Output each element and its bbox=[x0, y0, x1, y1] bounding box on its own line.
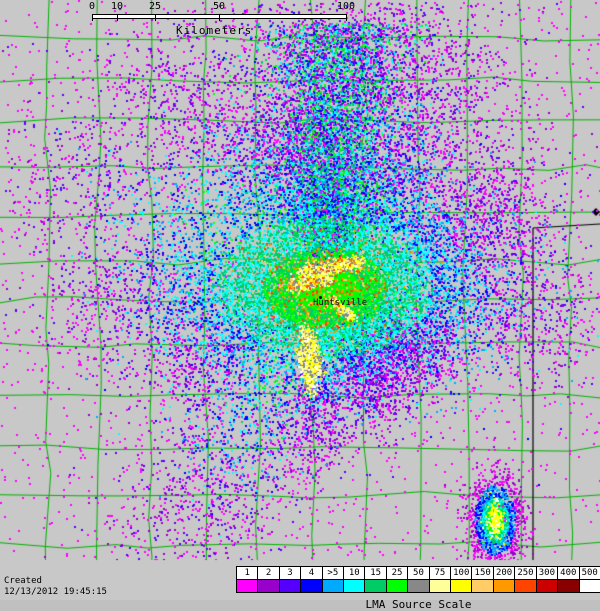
legend-swatch-4 bbox=[322, 580, 345, 592]
legend-swatch-6 bbox=[365, 580, 387, 592]
scale-units-label: Kilometers bbox=[176, 24, 253, 37]
scale-tick-100 bbox=[346, 14, 347, 21]
scale-bar: 0 10 25 50 100 bbox=[89, 1, 356, 28]
city-label-huntsville: Huntsville bbox=[313, 298, 368, 308]
legend-swatch-14 bbox=[536, 580, 559, 592]
legend-label-11: 150 bbox=[472, 567, 494, 579]
legend-swatch-13 bbox=[515, 580, 537, 592]
legend-label-15: 400 bbox=[558, 567, 580, 579]
legend-swatches bbox=[236, 580, 600, 593]
scale-label-50: 50 bbox=[213, 1, 226, 12]
scale-label-10: 10 bbox=[111, 1, 124, 12]
scale-tick-25 bbox=[155, 14, 156, 21]
legend-swatch-2 bbox=[279, 580, 302, 592]
legend-label-0: 1 bbox=[237, 567, 259, 579]
legend-label-16: 500 bbox=[581, 568, 598, 578]
created-timestamp: Created 12/13/2012 19:45:15 bbox=[4, 576, 107, 598]
legend-swatch-1 bbox=[258, 580, 280, 592]
legend-label-9: 75 bbox=[430, 567, 452, 579]
legend-swatch-5 bbox=[344, 580, 366, 592]
legend-swatch-9 bbox=[429, 580, 452, 592]
legend-label-10: 100 bbox=[451, 567, 473, 579]
legend-label-12: 200 bbox=[494, 567, 516, 579]
legend-swatch-11 bbox=[472, 580, 494, 592]
scale-tick-10 bbox=[117, 14, 118, 21]
legend-label-13: 250 bbox=[515, 567, 537, 579]
legend-swatch-8 bbox=[408, 580, 430, 592]
legend-label-14: 300 bbox=[537, 567, 559, 579]
legend-swatch-7 bbox=[386, 580, 409, 592]
legend-swatch-10 bbox=[451, 580, 473, 592]
legend-label-3: 4 bbox=[301, 567, 323, 579]
legend-swatch-16 bbox=[579, 580, 600, 592]
legend-swatch-0 bbox=[237, 580, 259, 592]
legend-label-5: 10 bbox=[344, 567, 366, 579]
legend-label-6: 15 bbox=[365, 567, 387, 579]
scale-label-25: 25 bbox=[149, 1, 162, 12]
city-marker-dot bbox=[319, 296, 322, 299]
legend-swatch-15 bbox=[558, 580, 580, 592]
legend: 1 2 3 4 >5 10 15 25 50 75 100 150 200 250 300 400 500 LM… bbox=[118, 554, 600, 611]
scale-label-0: 0 bbox=[89, 1, 96, 12]
scale-label-100: 100 bbox=[337, 1, 356, 12]
legend-label-8: 50 bbox=[408, 567, 430, 579]
legend-label-4: >5 bbox=[323, 567, 345, 579]
legend-label-7: 25 bbox=[387, 567, 409, 579]
created-line-1: Created bbox=[4, 576, 42, 586]
legend-label-2: 3 bbox=[280, 567, 302, 579]
legend-label-1: 2 bbox=[258, 567, 280, 579]
scale-tick-0 bbox=[92, 14, 93, 21]
legend-swatch-3 bbox=[301, 580, 323, 592]
created-line-2: 12/13/2012 19:45:15 bbox=[4, 587, 107, 597]
legend-swatch-12 bbox=[493, 580, 516, 592]
scale-tick-50 bbox=[219, 14, 220, 21]
legend-labels: 1 2 3 4 >5 10 15 25 50 75 100 150 200 250 300 400 500 bbox=[236, 566, 600, 580]
